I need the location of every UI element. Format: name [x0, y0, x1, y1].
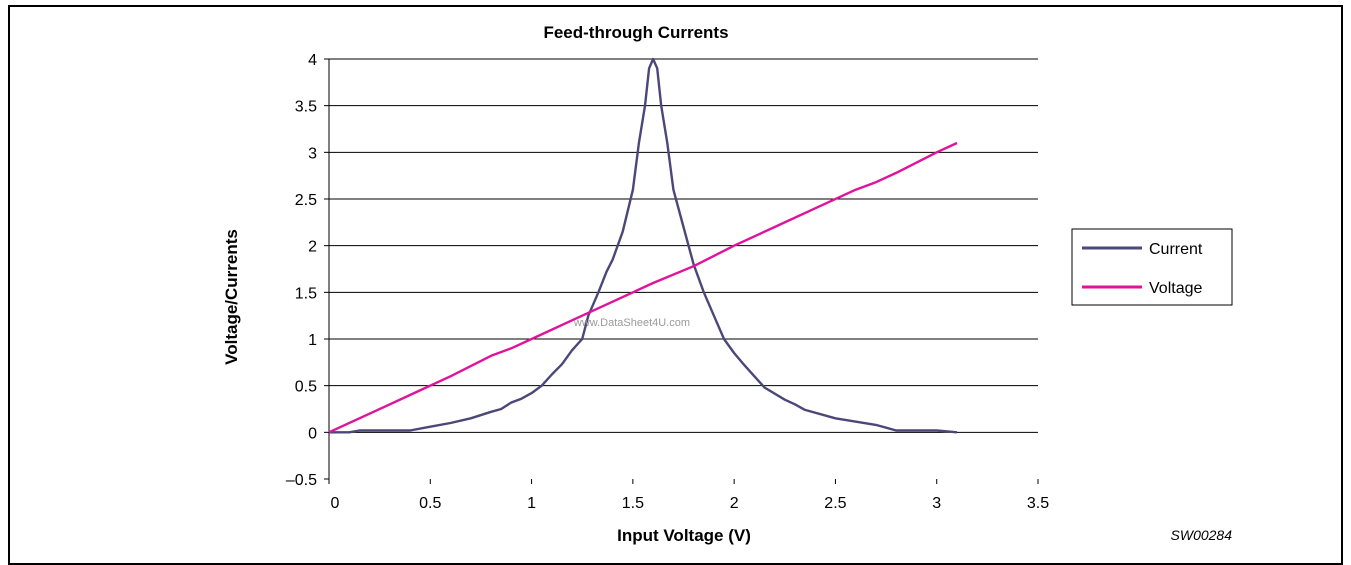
- tick-labels: –0.5 0 0.5 1 1.5 2 2.5 3 3.5 4 0 0.5 1 1.5 2 2.5 3 3.5: [286, 52, 1049, 512]
- x-axis-title: Input Voltage (V): [617, 526, 751, 545]
- x-tick-label: 0: [331, 495, 340, 512]
- legend-box: [1071, 228, 1233, 306]
- figure-code: SW00284: [1171, 527, 1233, 543]
- grid: [329, 58, 1038, 387]
- x-tick-label: 2: [730, 495, 739, 512]
- series-line-current: [329, 57, 958, 434]
- y-tick-label: 3.5: [295, 99, 317, 116]
- y-axis-title: Voltage/Currents: [222, 229, 241, 365]
- y-tick-label: 2: [308, 239, 317, 256]
- x-tick-label: 3.5: [1027, 495, 1049, 512]
- y-tick-label: 0.5: [295, 379, 317, 396]
- axes: [324, 58, 1039, 484]
- x-tick-label: 1.5: [622, 495, 644, 512]
- legend: Current Voltage: [1071, 228, 1233, 306]
- y-tick-label: 0: [308, 425, 317, 442]
- y-tick-label: 3: [308, 145, 317, 162]
- y-tick-label: 4: [308, 52, 317, 69]
- y-tick-label: –0.5: [286, 472, 317, 489]
- series-group: [328, 57, 958, 434]
- legend-label-voltage: Voltage: [1149, 280, 1202, 297]
- x-tick-label: 0.5: [419, 495, 441, 512]
- x-tick-label: 2.5: [824, 495, 846, 512]
- y-tick-label: 1.5: [295, 285, 317, 302]
- legend-label-current: Current: [1149, 241, 1203, 258]
- y-tick-label: 2.5: [295, 192, 317, 209]
- x-tick-label: 1: [527, 495, 536, 512]
- y-tick-label: 1: [308, 332, 317, 349]
- watermark: www.DataSheet4U.com: [573, 317, 690, 329]
- x-tick-label: 3: [932, 495, 941, 512]
- series-line-voltage: [328, 141, 958, 434]
- chart-title: Feed-through Currents: [543, 23, 728, 42]
